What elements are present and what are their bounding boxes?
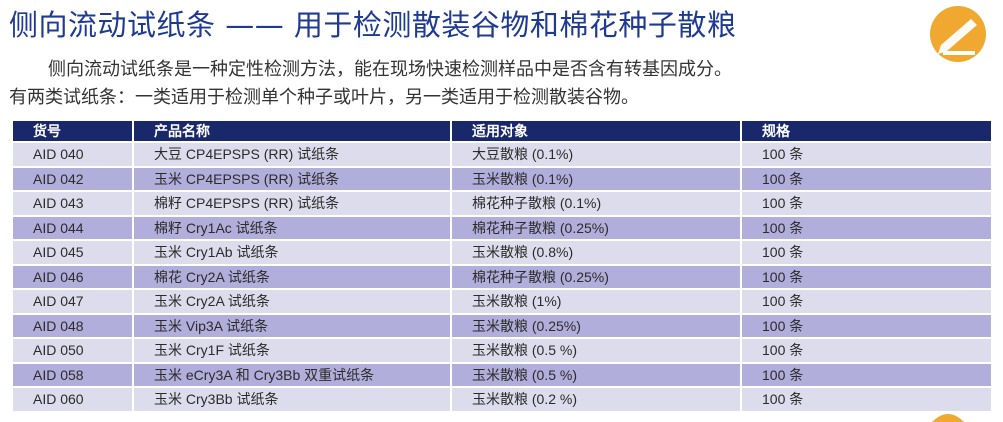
page-title: 侧向流动试纸条 —— 用于检测散装谷物和棉花种子散粮 (9, 8, 737, 42)
table-row: AID 050 玉米 Cry1F 试纸条 玉米散粮 (0.5 %) 100 条 (13, 337, 991, 363)
cell-spec: 100 条 (741, 361, 991, 387)
header-item-no: 货号 (13, 121, 134, 142)
cell-item-no: AID 044 (13, 214, 134, 240)
cell-spec: 100 条 (741, 288, 991, 314)
cell-target: 玉米散粮 (0.1%) (451, 165, 742, 191)
cell-item-no: AID 040 (13, 141, 134, 167)
cell-target: 棉花种子散粮 (0.25%) (451, 263, 742, 289)
cell-item-no: AID 048 (13, 312, 134, 338)
cell-item-no: AID 042 (13, 165, 134, 191)
product-table: 货号 产品名称 适用对象 规格 AID 040 大豆 CP4EPSPS (RR)… (13, 121, 991, 411)
table-row: AID 044 棉籽 Cry1Ac 试纸条 棉花种子散粮 (0.25%) 100… (13, 214, 991, 240)
intro-line-1: 侧向流动试纸条是一种定性检测方法，能在现场快速检测样品中是否含有转基因成分。 (48, 59, 732, 80)
cell-item-no: AID 046 (13, 263, 134, 289)
cell-product-name: 玉米 Cry3Bb 试纸条 (133, 386, 452, 411)
cell-product-name: 玉米 eCry3A 和 Cry3Bb 双重试纸条 (133, 361, 452, 387)
cell-product-name: 棉籽 Cry1Ac 试纸条 (133, 214, 452, 240)
cell-target: 玉米散粮 (1%) (451, 288, 742, 314)
table-row: AID 060 玉米 Cry3Bb 试纸条 玉米散粮 (0.2 %) 100 条 (13, 386, 991, 411)
cell-target: 棉花种子散粮 (0.25%) (451, 214, 742, 240)
cell-target: 玉米散粮 (0.5 %) (451, 337, 742, 363)
table-row: AID 040 大豆 CP4EPSPS (RR) 试纸条 大豆散粮 (0.1%)… (13, 141, 991, 167)
cell-item-no: AID 045 (13, 239, 134, 265)
table-row: AID 046 棉花 Cry2A 试纸条 棉花种子散粮 (0.25%) 100 … (13, 263, 991, 289)
cell-product-name: 玉米 Cry1F 试纸条 (133, 337, 452, 363)
cell-product-name: 棉花 Cry2A 试纸条 (133, 263, 452, 289)
cell-spec: 100 条 (741, 165, 991, 191)
cell-spec: 100 条 (741, 386, 991, 411)
cell-product-name: 棉籽 CP4EPSPS (RR) 试纸条 (133, 190, 452, 216)
cell-item-no: AID 047 (13, 288, 134, 314)
cell-product-name: 玉米 Cry2A 试纸条 (133, 288, 452, 314)
cell-spec: 100 条 (741, 337, 991, 363)
cell-item-no: AID 058 (13, 361, 134, 387)
corner-ornament-icon (932, 414, 964, 422)
cell-target: 棉花种子散粮 (0.1%) (451, 190, 742, 216)
cell-spec: 100 条 (741, 239, 991, 265)
cell-item-no: AID 050 (13, 337, 134, 363)
cell-spec: 100 条 (741, 214, 991, 240)
cell-item-no: AID 043 (13, 190, 134, 216)
intro-line-2: 有两类试纸条：一类适用于检测单个种子或叶片，另一类适用于检测散装谷物。 (9, 87, 639, 108)
table-row: AID 048 玉米 Vip3A 试纸条 玉米散粮 (0.25%) 100 条 (13, 312, 991, 338)
cell-product-name: 大豆 CP4EPSPS (RR) 试纸条 (133, 141, 452, 167)
cell-item-no: AID 060 (13, 386, 134, 411)
cell-spec: 100 条 (741, 141, 991, 167)
header-spec: 规格 (741, 121, 991, 142)
table-row: AID 058 玉米 eCry3A 和 Cry3Bb 双重试纸条 玉米散粮 (0… (13, 361, 991, 387)
cell-target: 玉米散粮 (0.25%) (451, 312, 742, 338)
cell-target: 玉米散粮 (0.5 %) (451, 361, 742, 387)
table-row: AID 043 棉籽 CP4EPSPS (RR) 试纸条 棉花种子散粮 (0.1… (13, 190, 991, 216)
table-row: AID 042 玉米 CP4EPSPS (RR) 试纸条 玉米散粮 (0.1%)… (13, 165, 991, 191)
pencil-logo-icon (930, 6, 986, 62)
cell-target: 玉米散粮 (0.8%) (451, 239, 742, 265)
cell-product-name: 玉米 CP4EPSPS (RR) 试纸条 (133, 165, 452, 191)
cell-spec: 100 条 (741, 263, 991, 289)
header-product-name: 产品名称 (133, 121, 452, 142)
cell-target: 大豆散粮 (0.1%) (451, 141, 742, 167)
cell-product-name: 玉米 Cry1Ab 试纸条 (133, 239, 452, 265)
cell-product-name: 玉米 Vip3A 试纸条 (133, 312, 452, 338)
cell-spec: 100 条 (741, 312, 991, 338)
cell-target: 玉米散粮 (0.2 %) (451, 386, 742, 411)
table-row: AID 047 玉米 Cry2A 试纸条 玉米散粮 (1%) 100 条 (13, 288, 991, 314)
header-target: 适用对象 (451, 121, 742, 142)
table-row: AID 045 玉米 Cry1Ab 试纸条 玉米散粮 (0.8%) 100 条 (13, 239, 991, 265)
cell-spec: 100 条 (741, 190, 991, 216)
table-header-row: 货号 产品名称 适用对象 规格 (13, 121, 991, 142)
